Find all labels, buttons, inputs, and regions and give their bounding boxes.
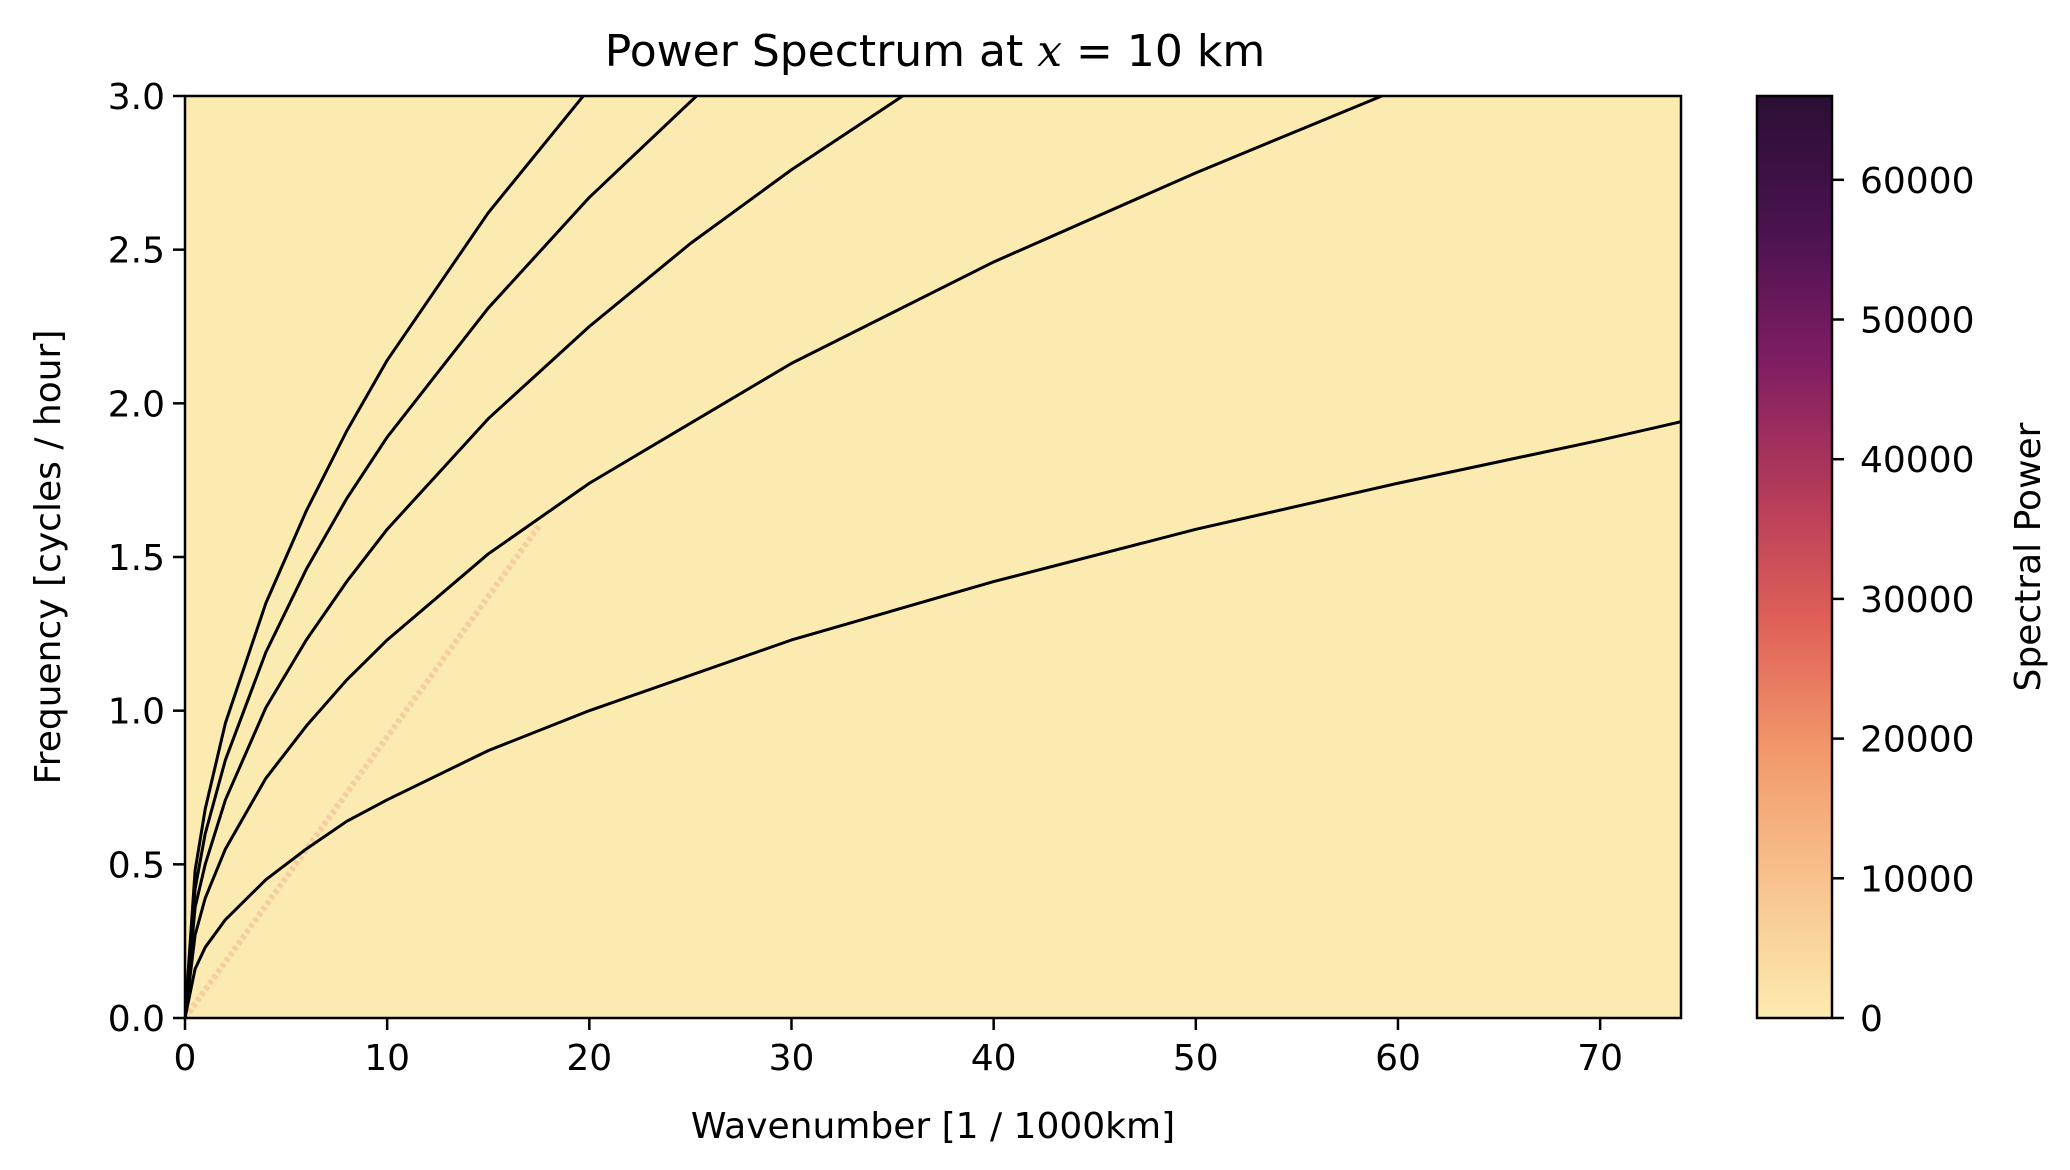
y-tick-label: 0.0 [108, 999, 165, 1040]
y-tick-label: 3.0 [108, 77, 165, 118]
dispersion-curve-4 [185, 96, 698, 1018]
y-tick-label: 1.0 [108, 692, 165, 733]
y-axis-label: Frequency [cycles / hour] [28, 330, 69, 785]
colorbar-tick-label: 20000 [1860, 720, 1975, 761]
dispersion-curve-1 [185, 420, 1681, 1018]
colorbar-tick-label: 60000 [1860, 161, 1975, 202]
x-tick-label: 20 [566, 1038, 612, 1079]
colorbar-tick-label: 50000 [1860, 301, 1975, 342]
y-tick-label: 0.5 [108, 845, 165, 886]
title-suffix: = 10 km [1062, 26, 1265, 77]
x-tick-label: 40 [971, 1038, 1017, 1079]
y-tick-label: 1.5 [108, 538, 165, 579]
x-tick-label: 30 [769, 1038, 815, 1079]
x-tick-label: 60 [1375, 1038, 1421, 1079]
y-tick-label: 2.0 [108, 384, 165, 425]
colorbar-label: Spectral Power [2008, 422, 2049, 691]
colorbar-tick-label: 30000 [1860, 580, 1975, 621]
plot-background [185, 96, 1681, 1018]
colorbar-tick-label: 40000 [1860, 440, 1975, 481]
title-prefix: Power Spectrum at [605, 26, 1037, 77]
title-variable: x [1037, 26, 1062, 77]
spectral-ridge [185, 524, 542, 1018]
dispersion-curve-2 [185, 96, 1383, 1018]
colorbar [1755, 94, 1834, 1020]
y-tick-label: 2.5 [108, 231, 165, 272]
x-tick-label: 10 [364, 1038, 410, 1079]
x-axis-label: Wavenumber [1 / 1000km] [691, 1106, 1175, 1147]
dispersion-curve-5 [185, 96, 585, 1018]
dispersion-curve-3 [185, 96, 904, 1018]
x-tick-label: 50 [1173, 1038, 1219, 1079]
chart-title: Power Spectrum at x = 10 km [605, 26, 1265, 77]
colorbar-tick-label: 0 [1860, 999, 1883, 1040]
x-tick-label: 70 [1577, 1038, 1623, 1079]
x-tick-label: 0 [174, 1038, 197, 1079]
colorbar-tick-label: 10000 [1860, 859, 1975, 900]
